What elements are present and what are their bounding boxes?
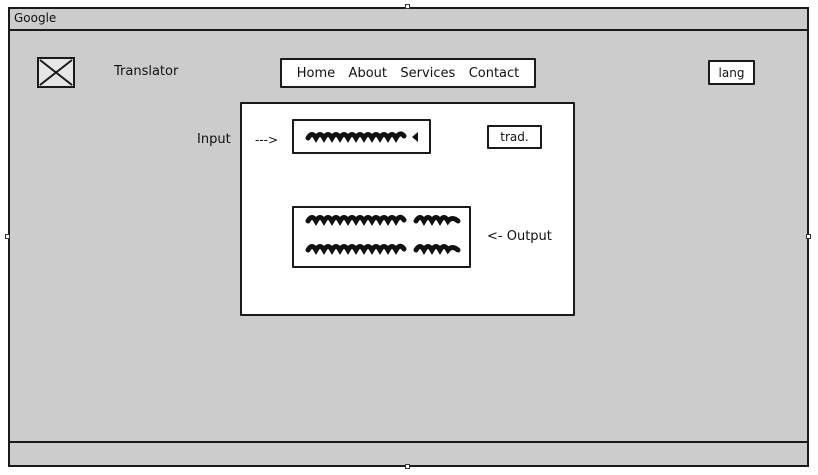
nav-item-services[interactable]: Services	[400, 65, 456, 81]
nav-item-contact[interactable]: Contact	[468, 65, 520, 81]
output-label: <- Output	[487, 229, 552, 244]
translate-button[interactable]: trad.	[487, 125, 542, 149]
lang-button[interactable]: lang	[708, 60, 755, 85]
nav-bar: Home About Services Contact	[280, 58, 536, 88]
resize-handle-right[interactable]	[806, 234, 811, 239]
title-bar-divider	[8, 29, 809, 31]
nav-item-about[interactable]: About	[348, 65, 387, 81]
resize-handle-top[interactable]	[405, 4, 410, 9]
image-placeholder-icon	[37, 57, 75, 88]
window-title: Google	[14, 11, 57, 25]
output-text-scribble	[305, 214, 461, 256]
input-text-scribble	[305, 131, 418, 144]
resize-handle-bottom[interactable]	[405, 464, 410, 469]
app-name: Translator	[114, 64, 179, 79]
input-arrow: --->	[255, 133, 279, 147]
input-field[interactable]	[292, 119, 431, 154]
status-bar-divider	[8, 441, 809, 443]
input-label: Input	[197, 132, 231, 147]
nav-item-home[interactable]: Home	[296, 65, 336, 81]
output-field	[292, 206, 471, 268]
resize-handle-left[interactable]	[5, 234, 10, 239]
